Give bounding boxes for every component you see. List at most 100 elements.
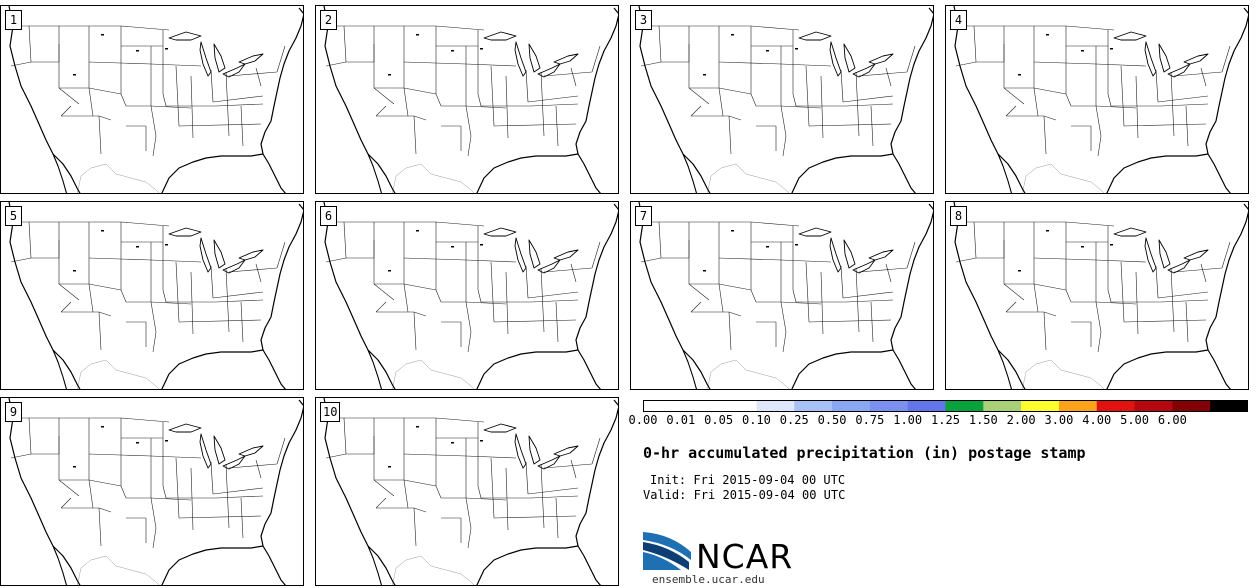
state-border [1033, 257, 1147, 263]
state-border [175, 457, 180, 519]
state-border [505, 271, 509, 335]
state-border [413, 115, 417, 155]
lake-outline [798, 227, 832, 237]
lake-outline [168, 423, 202, 433]
state-border [166, 103, 264, 107]
lake-outline [238, 53, 264, 65]
state-border [175, 261, 180, 323]
lake-outline [101, 34, 104, 36]
state-border [1003, 222, 1025, 301]
state-border [403, 87, 409, 117]
lake-outline [703, 74, 706, 76]
state-border [435, 222, 442, 303]
stamp-panel-4[interactable]: 4 [945, 5, 1249, 194]
state-border [490, 457, 495, 519]
colorbar-swatch [1096, 400, 1136, 412]
lake-outline [829, 41, 842, 77]
colorbar-swatch [718, 400, 757, 412]
state-border [591, 241, 601, 269]
stamp-panel-6[interactable]: 6 [315, 201, 619, 390]
lake-outline [1183, 249, 1209, 261]
state-border [465, 301, 472, 353]
stamp-panel-9[interactable]: 9 [0, 397, 304, 586]
coastline [8, 202, 81, 389]
state-border [570, 67, 577, 87]
state-border [190, 271, 194, 335]
colorbar-swatch [643, 400, 682, 412]
state-border [120, 26, 127, 107]
coastline [953, 6, 1026, 193]
state-border [1071, 321, 1092, 347]
state-border [1043, 115, 1047, 155]
state-border [1043, 311, 1047, 351]
stamp-panel-10[interactable]: 10 [315, 397, 619, 586]
lake-outline [829, 237, 842, 273]
colorbar-labels: 0.00 0.01 0.05 0.10 0.25 0.50 0.75 1.00 1.25 1.50… [620, 413, 1260, 429]
stamp-panel-1[interactable]: 1 [0, 5, 304, 194]
state-border [1221, 241, 1231, 269]
state-border [88, 453, 202, 459]
lake-outline [213, 435, 226, 465]
stamp-panel-2[interactable]: 2 [315, 5, 619, 194]
lake-outline [1046, 230, 1049, 232]
stamp-panel-8[interactable]: 8 [945, 201, 1249, 390]
coastline [638, 6, 711, 193]
coastline [8, 6, 81, 193]
state-border [465, 497, 472, 549]
state-border [1071, 105, 1137, 109]
state-border [255, 459, 262, 479]
state-border [718, 283, 724, 313]
state-border [690, 105, 702, 117]
state-border [1065, 222, 1072, 303]
colorbar-tick-label: 0.00 [628, 413, 658, 427]
state-border [88, 61, 202, 67]
lake-outline [1110, 48, 1113, 50]
colorbar-tick-label: 5.00 [1120, 413, 1150, 427]
state-border [1123, 319, 1207, 323]
colorbar-tick-label: 0.50 [817, 413, 847, 427]
lake-outline [136, 50, 139, 52]
state-border [1200, 67, 1207, 87]
state-border [60, 301, 72, 313]
lake-outline [852, 63, 876, 78]
coastline [682, 153, 698, 193]
state-border [403, 453, 517, 459]
colorbar-tick-label: 2.00 [1006, 413, 1036, 427]
colorbar-tick-label: 4.00 [1082, 413, 1112, 427]
state-border [691, 311, 742, 317]
stamp-panel-3[interactable]: 3 [630, 5, 934, 194]
state-border [527, 291, 579, 299]
lake-outline [480, 244, 483, 246]
state-border [435, 418, 442, 499]
state-border [842, 291, 894, 299]
state-border [591, 437, 601, 465]
state-border [780, 105, 787, 157]
state-border [1221, 45, 1231, 73]
lake-outline [1158, 43, 1171, 73]
state-border [166, 495, 264, 499]
mexico-border [1022, 359, 1105, 389]
colorbar-tick-label: 0.01 [666, 413, 696, 427]
state-border [376, 311, 427, 317]
state-border [240, 105, 244, 147]
state-border [885, 67, 892, 87]
lake-outline [537, 455, 561, 470]
state-border [1033, 283, 1039, 313]
state-border [527, 487, 579, 495]
state-border [178, 319, 262, 323]
lake-outline [416, 230, 419, 232]
state-border [1003, 26, 1025, 105]
state-border [728, 311, 732, 351]
stamp-panel-5[interactable]: 5 [0, 201, 304, 390]
usa-map [8, 398, 303, 585]
coastline [1205, 7, 1248, 155]
state-border [820, 75, 824, 139]
state-border [540, 463, 545, 529]
state-border [805, 261, 810, 323]
colorbar-swatch [983, 400, 1022, 412]
state-border [88, 479, 94, 509]
usa-map [8, 202, 303, 389]
state-border [728, 115, 732, 155]
stamp-panel-7[interactable]: 7 [630, 201, 934, 390]
mexico-border [77, 555, 160, 585]
